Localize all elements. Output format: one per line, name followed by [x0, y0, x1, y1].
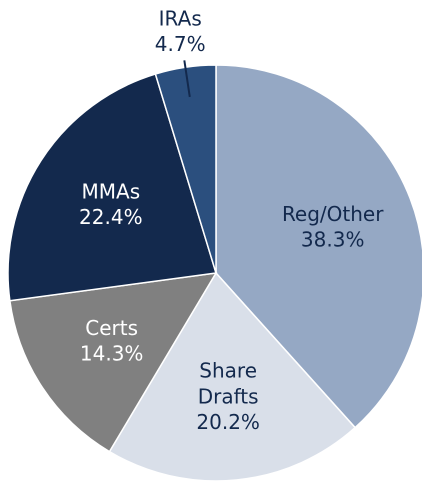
slice-category-label: Certs: [85, 315, 138, 339]
slice-category-label: MMAs: [82, 179, 141, 203]
slice-category-label: IRAs: [159, 6, 202, 30]
category-line: Share: [199, 358, 257, 382]
pie-slice: [7, 73, 217, 302]
slice-category-label: Reg/Other: [282, 202, 384, 226]
category-line: Reg/Other: [282, 202, 384, 226]
pie-slice: [108, 271, 357, 482]
slice-value-label: 20.2%: [196, 410, 260, 434]
category-line: MMAs: [82, 179, 141, 203]
category-line: Drafts: [198, 384, 259, 408]
slice-value-label: 38.3%: [301, 228, 365, 252]
slice-value-label: 22.4%: [79, 205, 143, 229]
slice-category-label: Share Drafts: [198, 358, 259, 408]
category-line: Certs: [85, 315, 138, 339]
slice-value-label: 14.3%: [80, 341, 144, 365]
leader-line: [183, 60, 191, 98]
slice-value-label: 4.7%: [155, 32, 206, 56]
pie-slice: [9, 272, 218, 453]
pie-slice: [215, 64, 422, 429]
category-line: IRAs: [159, 6, 202, 30]
